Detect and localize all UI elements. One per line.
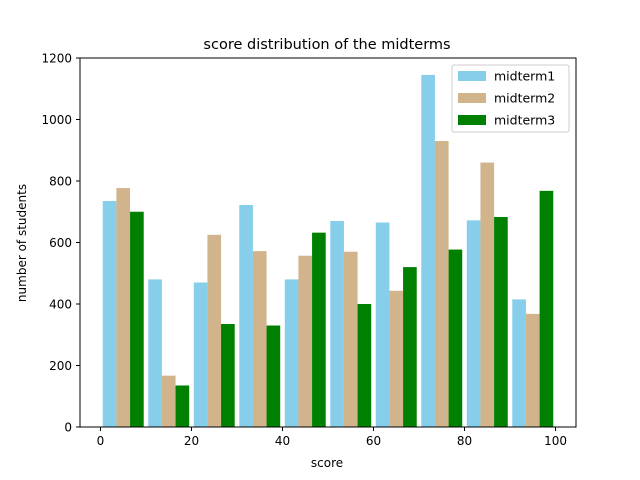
bar-midterm2-bin-3: [252, 251, 267, 427]
bar-midterm3-bin-6: [403, 267, 417, 427]
bar-midterm1-bin-2: [193, 282, 208, 427]
bar-midterm1-bin-9: [512, 299, 526, 427]
bar-midterm3-bin-3: [266, 325, 281, 427]
bar-midterm3-bin-0: [130, 211, 144, 427]
legend-label-midterm2: midterm2: [494, 91, 555, 106]
x-tick-label: 60: [366, 434, 381, 448]
legend-swatch-midterm1: [458, 71, 486, 81]
x-tick-label: 100: [544, 434, 567, 448]
bar-midterm2-bin-0: [116, 188, 131, 427]
bar-midterm2-bin-8: [480, 162, 495, 428]
chart-title: score distribution of the midterms: [203, 37, 450, 53]
x-tick-label: 80: [457, 434, 472, 448]
y-tick-label: 200: [49, 359, 72, 373]
bar-midterm1-bin-3: [239, 204, 253, 427]
legend-swatch-midterm2: [458, 93, 486, 103]
bar-midterm3-bin-8: [494, 216, 508, 427]
legend-swatch-midterm3: [458, 115, 486, 125]
bar-midterm1-bin-6: [375, 222, 390, 427]
bar-midterm2-bin-1: [161, 375, 176, 427]
y-tick-label: 1000: [41, 113, 72, 127]
bar-midterm3-bin-5: [357, 304, 372, 427]
y-tick-label: 1200: [41, 52, 72, 66]
bar-midterm2-bin-5: [343, 251, 358, 427]
bars: [102, 74, 554, 428]
bar-midterm2-bin-2: [207, 234, 222, 427]
bar-midterm1-bin-0: [102, 200, 117, 427]
bar-midterm3-bin-7: [448, 249, 463, 427]
bar-midterm3-bin-9: [539, 190, 554, 427]
y-axis-label: number of students: [15, 184, 29, 302]
x-tick-label: 20: [184, 434, 199, 448]
bar-midterm2-bin-6: [389, 290, 404, 427]
y-tick-label: 400: [49, 298, 72, 312]
legend: midterm1 midterm2 midterm3: [451, 64, 570, 133]
bar-midterm3-bin-4: [312, 232, 326, 427]
y-tick-label: 800: [49, 175, 72, 189]
legend-label-midterm3: midterm3: [494, 113, 555, 128]
bar-midterm3-bin-2: [221, 323, 235, 427]
bar-midterm1-bin-5: [330, 220, 344, 427]
y-tick-label: 600: [49, 236, 72, 250]
legend-label-midterm1: midterm1: [494, 69, 555, 84]
bar-midterm1-bin-1: [148, 279, 162, 427]
bar-midterm2-bin-7: [434, 141, 449, 427]
y-tick-label: 0: [64, 421, 72, 435]
bar-midterm1-bin-7: [421, 74, 435, 427]
x-tick-label: 40: [275, 434, 290, 448]
bar-midterm2-bin-9: [525, 313, 540, 427]
bar-midterm2-bin-4: [298, 255, 313, 427]
bar-midterm1-bin-4: [284, 279, 299, 427]
x-axis-label: score: [311, 456, 343, 470]
bar-midterm3-bin-1: [175, 385, 190, 427]
x-tick-label: 0: [97, 434, 105, 448]
bar-midterm1-bin-8: [466, 220, 481, 427]
